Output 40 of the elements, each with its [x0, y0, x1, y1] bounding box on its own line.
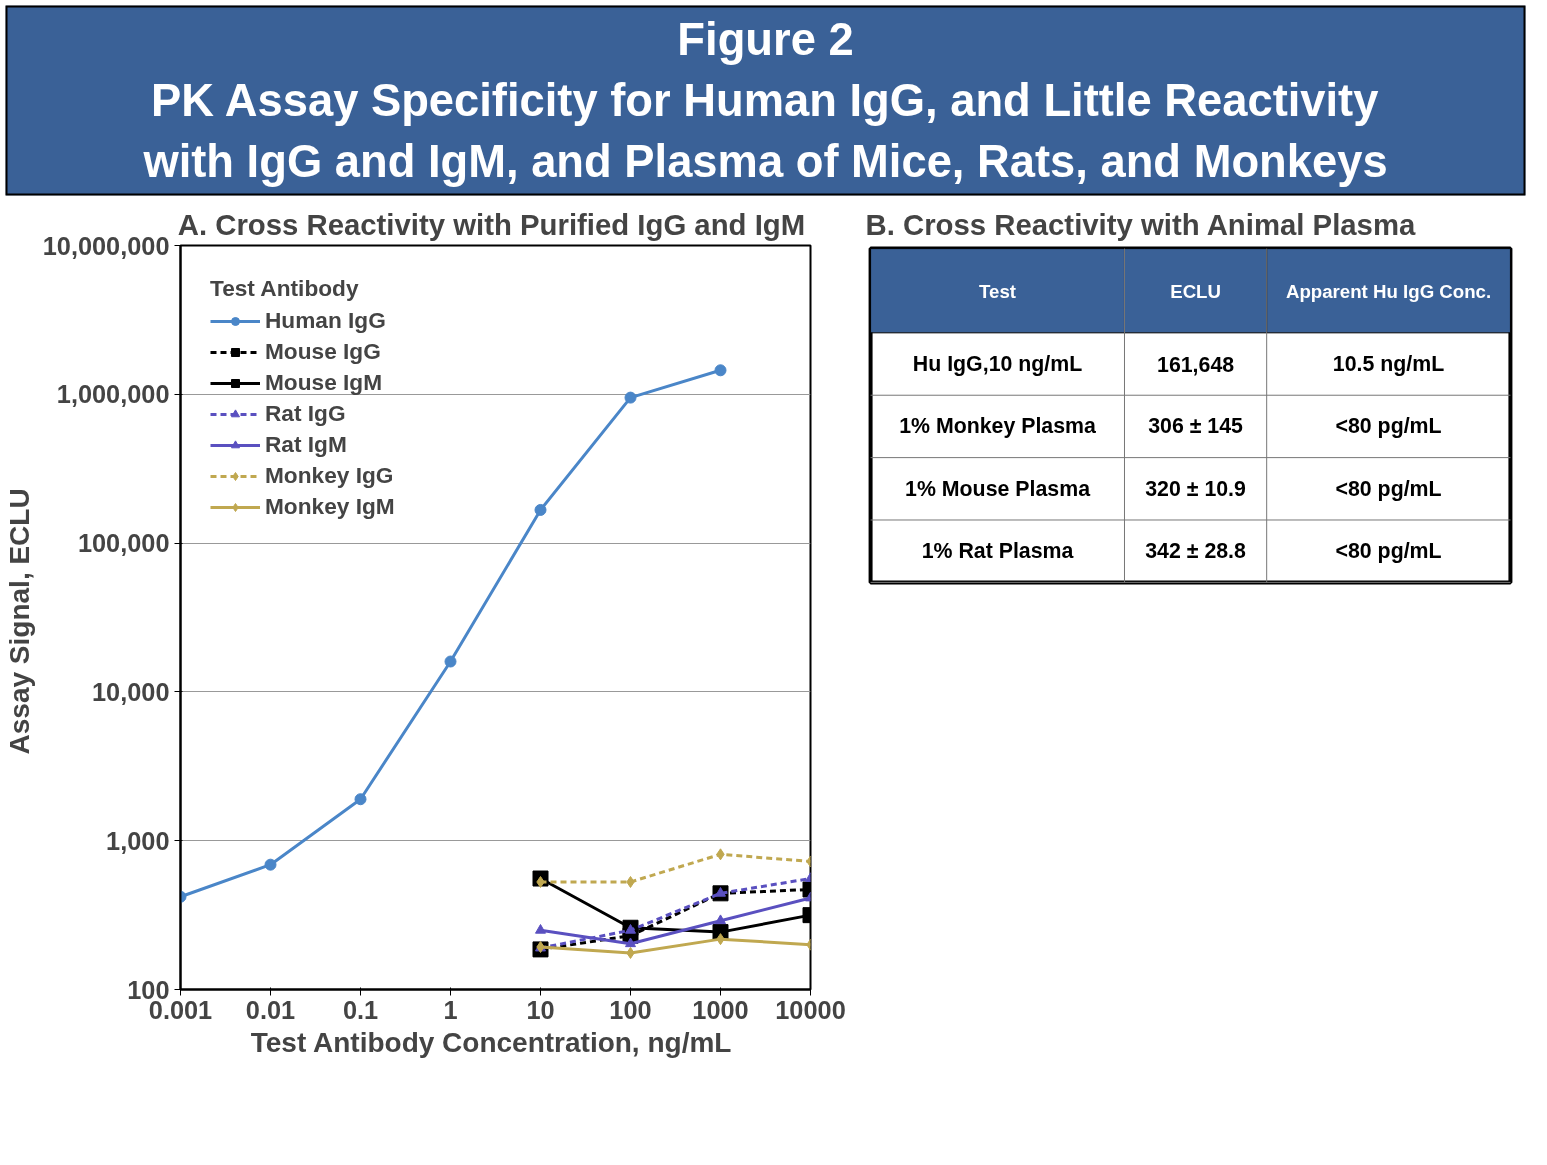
- text: <80 pg/mL: [1335, 414, 1442, 439]
- text: 1% Monkey Plasma: [899, 414, 1096, 439]
- y-tick-label: 10,000: [92, 677, 170, 706]
- x-axis-title: Test Antibody Concentration, ng/mL: [250, 1026, 732, 1058]
- x-tick-label: 0.1: [342, 995, 379, 1024]
- text: 320 ± 10.9: [1145, 476, 1246, 501]
- legend-label: Monkey IgG: [265, 462, 394, 489]
- y-tick-label: 10,000,000: [42, 231, 170, 260]
- text: 10.5 ng/mL: [1332, 352, 1445, 377]
- x-tick-label: 100: [609, 995, 652, 1024]
- chart-title: Figure 2 PK Assay Specificity for Human IgG, and Little Reactivity with IgG and IgM, and Plasma of Mice, Rats, and Monkeys: [142, 14, 1388, 187]
- x-tick-label: 1: [443, 995, 458, 1024]
- category-label: ECLU: [1170, 280, 1221, 302]
- x-tick-label: 10: [526, 995, 555, 1024]
- x-tick-label: 1000: [692, 995, 749, 1024]
- x-tick-label: 10000: [775, 995, 846, 1024]
- text: 1% Mouse Plasma: [905, 476, 1091, 501]
- text: 1% Rat Plasma: [921, 539, 1074, 564]
- y-axis-title: Assay Signal, ECLU: [3, 488, 35, 755]
- legend-label: Rat IgM: [265, 431, 347, 458]
- text: 161,648: [1157, 352, 1235, 377]
- legend-label: Monkey IgM: [265, 493, 395, 520]
- x-tick-label: 0.01: [245, 995, 296, 1024]
- legend-label: Mouse IgG: [265, 338, 381, 365]
- text: <80 pg/mL: [1335, 539, 1442, 564]
- category-label: Apparent Hu IgG Conc.: [1285, 280, 1492, 302]
- category-label: Test: [979, 280, 1017, 302]
- legend-label: Mouse IgM: [265, 369, 383, 396]
- text: Hu IgG,10 ng/mL: [912, 352, 1083, 377]
- text: 342 ± 28.8: [1145, 539, 1246, 564]
- y-tick-label: 1,000: [106, 826, 170, 855]
- text: B. Cross Reactivity with Animal Plasma: [865, 207, 1417, 241]
- chart-subtitle: A. Cross Reactivity with Purified IgG and IgM: [177, 207, 806, 241]
- legend-label: Rat IgG: [265, 400, 346, 427]
- y-tick-label: 1,000,000: [56, 380, 170, 409]
- legend-label: Human IgG: [265, 307, 386, 334]
- text: <80 pg/mL: [1335, 476, 1442, 501]
- legend-title: Test Antibody: [210, 275, 360, 302]
- text: 306 ± 145: [1148, 414, 1243, 439]
- y-tick-label: 100,000: [77, 529, 170, 558]
